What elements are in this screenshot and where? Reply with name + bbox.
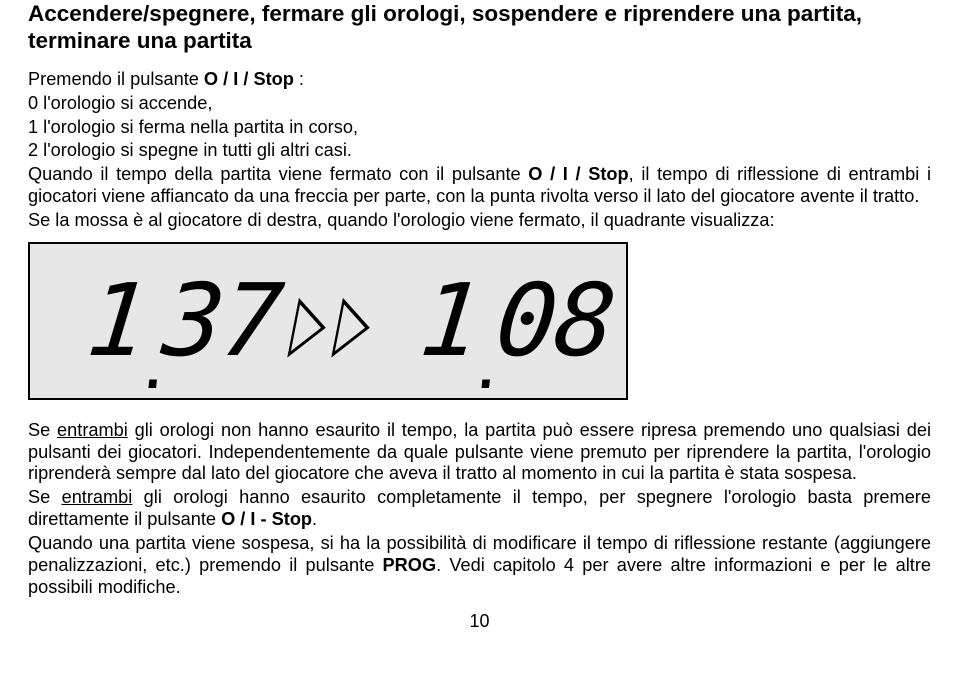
p8-underline: entrambi	[62, 487, 133, 507]
lcd-left-int: 1	[83, 271, 152, 371]
lcd-right-group: ▷ 1 . 08	[329, 271, 614, 371]
p1-bold: O / I / Stop	[204, 69, 294, 89]
p8-bold: O / I - Stop	[221, 509, 312, 529]
paragraph-8: Se entrambi gli orologi hanno esaurito c…	[28, 487, 931, 531]
lcd-right-arrow-icon: ▷	[332, 282, 370, 360]
p5-bold: O / I / Stop	[528, 164, 628, 184]
heading-line-1: Accendere/spegnere, fermare gli orologi,…	[28, 1, 862, 26]
p7-underline: entrambi	[57, 420, 128, 440]
lcd-left-group: 1 . 37 ▷	[88, 271, 329, 371]
list-item-2: 2 l'orologio si spegne in tutti gli altr…	[28, 140, 931, 162]
paragraph-1: Premendo il pulsante O / I / Stop :	[28, 69, 931, 91]
page-number: 10	[28, 611, 931, 632]
document-page: Accendere/spegnere, fermare gli orologi,…	[0, 0, 959, 632]
heading-line-2: terminare una partita	[28, 28, 252, 53]
p9-bold-prog: PROG	[383, 555, 437, 575]
paragraph-7: Se entrambi gli orologi non hanno esauri…	[28, 420, 931, 486]
p7-text-a: Se	[28, 420, 57, 440]
p7-text-c: gli orologi non hanno esaurito il tempo,…	[28, 420, 931, 484]
lcd-right-int: 1	[416, 271, 485, 371]
paragraph-6: Se la mossa è al giocatore di destra, qu…	[28, 210, 931, 232]
p5-text-a: Quando il tempo della partita viene ferm…	[28, 164, 528, 184]
p1-text-c: :	[294, 69, 304, 89]
p8-text-c: gli orologi hanno esaurito completamente…	[28, 487, 931, 529]
p8-text-a: Se	[28, 487, 62, 507]
lcd-left-arrow-icon: ▷	[288, 282, 326, 360]
paragraph-9: Quando una partita viene sospesa, si ha …	[28, 533, 931, 599]
p1-text-a: Premendo il pulsante	[28, 69, 204, 89]
section-heading: Accendere/spegnere, fermare gli orologi,…	[28, 0, 931, 55]
lcd-display: 1 . 37 ▷ ▷ 1 . 08	[28, 242, 628, 400]
list-item-1: 1 l'orologio si ferma nella partita in c…	[28, 117, 931, 139]
lcd-right-frac: 08	[492, 271, 619, 371]
p8-text-e: .	[312, 509, 317, 529]
paragraph-5: Quando il tempo della partita viene ferm…	[28, 164, 931, 208]
list-item-0: 0 l'orologio si accende,	[28, 93, 931, 115]
lcd-left-frac: 37	[159, 271, 286, 371]
